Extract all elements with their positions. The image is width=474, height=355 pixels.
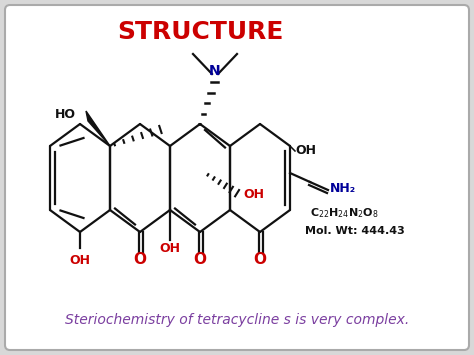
Text: O: O: [193, 252, 207, 268]
Text: OH: OH: [159, 241, 181, 255]
Text: NH₂: NH₂: [330, 181, 356, 195]
Text: O: O: [254, 252, 266, 268]
Text: Mol. Wt: 444.43: Mol. Wt: 444.43: [305, 226, 405, 236]
Text: Steriochemistry of tetracycline s is very complex.: Steriochemistry of tetracycline s is ver…: [65, 313, 409, 327]
Text: O: O: [134, 252, 146, 268]
FancyBboxPatch shape: [5, 5, 469, 350]
Text: OH: OH: [70, 253, 91, 267]
Text: OH: OH: [295, 144, 316, 158]
Text: C$_{22}$H$_{24}$N$_2$O$_8$: C$_{22}$H$_{24}$N$_2$O$_8$: [310, 206, 379, 220]
Text: OH: OH: [243, 189, 264, 202]
Text: HO: HO: [55, 108, 76, 120]
Polygon shape: [86, 111, 110, 146]
Text: STRUCTURE: STRUCTURE: [117, 20, 283, 44]
Text: N: N: [209, 64, 221, 78]
